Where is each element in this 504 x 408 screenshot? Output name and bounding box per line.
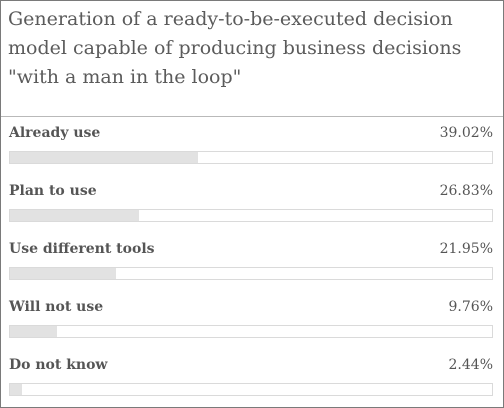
bar-already-use xyxy=(10,152,199,163)
bar-will-not-use xyxy=(10,326,58,337)
bar-use-different-tools xyxy=(10,268,116,279)
result-row-will-not-use: Will not use 9.76% xyxy=(1,291,503,349)
category-label: Do not know xyxy=(9,357,108,373)
bar-track xyxy=(9,325,493,338)
category-label: Plan to use xyxy=(9,183,97,199)
bar-plan-to-use xyxy=(10,210,140,221)
value-label: 9.76% xyxy=(448,299,493,315)
value-label: 21.95% xyxy=(439,241,493,257)
category-label: Already use xyxy=(9,125,101,141)
result-row-already-use: Already use 39.02% xyxy=(1,117,503,175)
value-label: 2.44% xyxy=(448,357,493,373)
chart-title: Generation of a ready-to-be-executed dec… xyxy=(8,8,462,88)
bar-track xyxy=(9,151,493,164)
result-row-use-different-tools: Use different tools 21.95% xyxy=(1,233,503,291)
result-rows: Already use 39.02% Plan to use 26.83% Us… xyxy=(1,117,503,407)
category-label: Use different tools xyxy=(9,241,155,257)
bar-do-not-know xyxy=(10,384,22,395)
category-label: Will not use xyxy=(9,299,104,315)
bar-track xyxy=(9,383,493,396)
result-row-plan-to-use: Plan to use 26.83% xyxy=(1,175,503,233)
value-label: 26.83% xyxy=(439,183,493,199)
value-label: 39.02% xyxy=(439,125,493,141)
bar-track xyxy=(9,209,493,222)
title-divider xyxy=(1,116,503,117)
result-row-do-not-know: Do not know 2.44% xyxy=(1,349,503,407)
bar-track xyxy=(9,267,493,280)
